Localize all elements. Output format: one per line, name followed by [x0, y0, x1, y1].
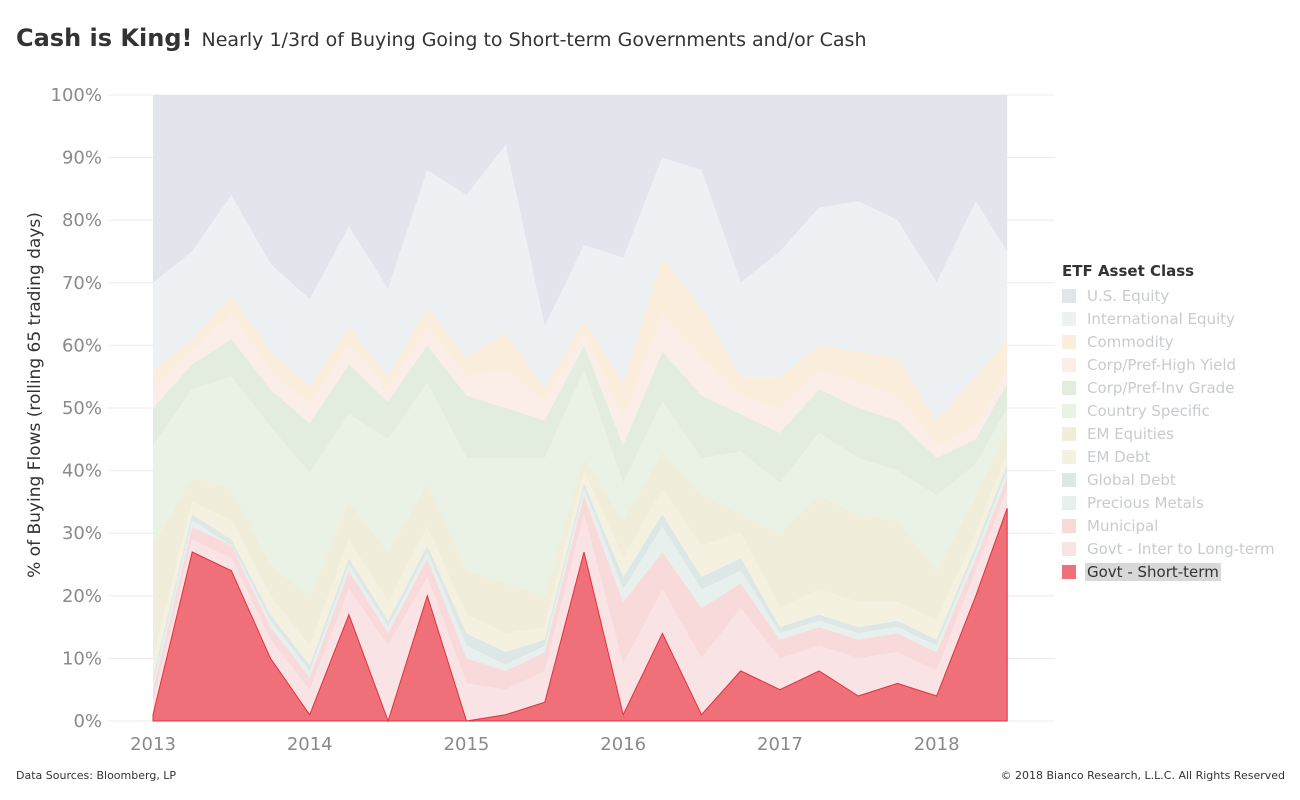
- legend-swatch: [1062, 288, 1076, 303]
- legend-label: Govt - Short-term: [1085, 562, 1221, 581]
- legend-item-govt-short-term[interactable]: Govt - Short-term: [1062, 560, 1277, 583]
- legend-item-corp-pref-inv-grade[interactable]: Corp/Pref-Inv Grade: [1062, 376, 1277, 399]
- area-series-em-debt: [153, 451, 1008, 678]
- y-tick-label: 90%: [62, 148, 102, 169]
- legend-swatch: [1062, 518, 1076, 533]
- y-axis-label: % of Buying Flows (rolling 65 trading da…: [25, 212, 45, 578]
- y-axis-ticks: 0% 10% 20% 30% 40% 50% 60% 70% 80% 90% 100%: [51, 85, 102, 732]
- legend-swatch: [1062, 334, 1076, 349]
- legend: ETF Asset Class U.S. Equity International…: [1062, 262, 1277, 583]
- legend-item-global-debt[interactable]: Global Debt: [1062, 468, 1277, 491]
- legend-swatch: [1062, 403, 1076, 418]
- area-series-global-debt: [153, 464, 1008, 684]
- area-series-country-specific: [153, 370, 1008, 597]
- legend-swatch: [1062, 426, 1076, 441]
- legend-item-corp-pref-high-yield[interactable]: Corp/Pref-High Yield: [1062, 353, 1277, 376]
- legend-label: International Equity: [1087, 309, 1235, 328]
- legend-swatch: [1062, 564, 1076, 579]
- legend-label: Country Specific: [1087, 401, 1210, 420]
- area-series-u-s-equity: [153, 95, 1008, 327]
- area-series-govt-inter-to-long-term: [153, 489, 1008, 721]
- area-series-corp-pref-high-yield: [153, 314, 1008, 459]
- legend-label: Govt - Inter to Long-term: [1087, 539, 1275, 558]
- area-series: [152, 95, 1008, 723]
- title-subtitle: Nearly 1/3rd of Buying Going to Short-te…: [201, 29, 867, 51]
- legend-item-em-equities[interactable]: EM Equities: [1062, 422, 1277, 445]
- y-tick-label: 30%: [62, 523, 102, 544]
- y-tick-label: 10%: [62, 648, 102, 669]
- y-tick-label: 50%: [62, 398, 102, 419]
- legend-item-precious-metals[interactable]: Precious Metals: [1062, 491, 1277, 514]
- legend-swatch: [1062, 357, 1076, 372]
- legend-swatch: [1062, 472, 1076, 487]
- legend-label: Corp/Pref-Inv Grade: [1087, 378, 1235, 397]
- legend-items: U.S. Equity International Equity Commodity…: [1062, 284, 1277, 583]
- y-tick-label: 100%: [51, 85, 102, 106]
- chart-title: Cash is King! Nearly 1/3rd of Buying Goi…: [16, 24, 867, 52]
- y-tick-label: 20%: [62, 586, 102, 607]
- legend-label: EM Equities: [1087, 424, 1174, 443]
- x-tick-label: 2016: [600, 734, 646, 755]
- legend-label: EM Debt: [1087, 447, 1151, 466]
- area-series-commodity: [153, 257, 1008, 446]
- area-series-municipal: [153, 476, 1008, 703]
- legend-item-country-specific[interactable]: Country Specific: [1062, 399, 1277, 422]
- legend-swatch: [1062, 380, 1076, 395]
- y-tick-label: 80%: [62, 210, 102, 231]
- legend-label: U.S. Equity: [1087, 286, 1170, 305]
- legend-swatch: [1062, 449, 1076, 464]
- x-tick-label: 2017: [757, 734, 803, 755]
- legend-label: Precious Metals: [1087, 493, 1204, 512]
- legend-title: ETF Asset Class: [1062, 262, 1195, 280]
- legend-label: Municipal: [1087, 516, 1159, 535]
- legend-swatch: [1062, 541, 1076, 556]
- legend-swatch: [1062, 495, 1076, 510]
- title-main: Cash is King!: [16, 24, 193, 52]
- legend-item-govt-inter-to-long-term[interactable]: Govt - Inter to Long-term: [1062, 537, 1277, 560]
- x-tick-label: 2018: [914, 734, 960, 755]
- legend-item-commodity[interactable]: Commodity: [1062, 330, 1277, 353]
- area-series-precious-metals: [153, 470, 1008, 690]
- area-series-govt-short-term: [152, 508, 1008, 723]
- legend-item-u-s-equity[interactable]: U.S. Equity: [1062, 284, 1277, 307]
- legend-label: Corp/Pref-High Yield: [1087, 355, 1237, 374]
- y-tick-label: 70%: [62, 273, 102, 294]
- legend-item-municipal[interactable]: Municipal: [1062, 514, 1277, 537]
- area-series-em-equities: [153, 426, 1008, 659]
- data-source-note: Data Sources: Bloomberg, LP: [16, 769, 177, 782]
- x-axis-ticks: 2013 2014 2015 2016 2017 2018: [130, 734, 959, 755]
- y-tick-label: 0%: [73, 711, 102, 732]
- legend-item-international-equity[interactable]: International Equity: [1062, 307, 1277, 330]
- legend-label: Commodity: [1087, 332, 1174, 351]
- x-tick-label: 2015: [444, 734, 490, 755]
- legend-item-em-debt[interactable]: EM Debt: [1062, 445, 1277, 468]
- x-tick-label: 2013: [130, 734, 176, 755]
- y-tick-label: 60%: [62, 335, 102, 356]
- y-tick-label: 40%: [62, 461, 102, 482]
- copyright-note: © 2018 Bianco Research, L.L.C. All Right…: [1000, 769, 1285, 782]
- legend-swatch: [1062, 311, 1076, 326]
- legend-label: Global Debt: [1087, 470, 1176, 489]
- area-series-corp-pref-inv-grade: [153, 339, 1008, 496]
- x-tick-label: 2014: [287, 734, 333, 755]
- area-series-international-equity: [153, 145, 1008, 421]
